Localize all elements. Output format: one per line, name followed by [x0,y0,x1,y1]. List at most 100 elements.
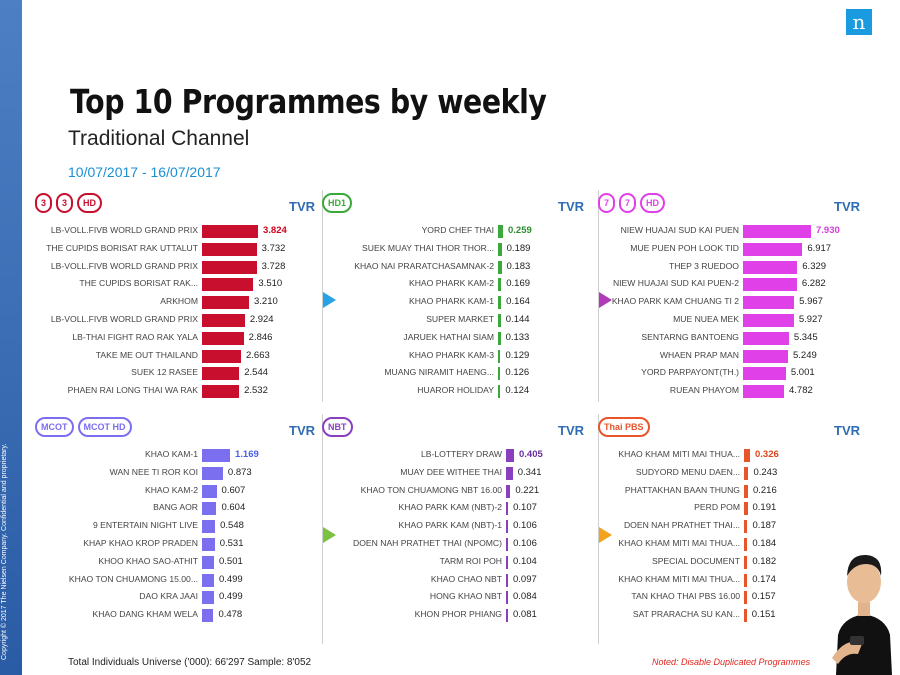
bar-value-label: 0.183 [506,260,531,272]
page-title: Top 10 Programmes by weekly [70,82,547,121]
indicator-arrow [599,292,612,308]
bar [202,591,214,605]
chart-row: PERD POM 0.191 [598,500,878,518]
bar-value-label: 0.174 [752,573,776,585]
chart-row: SUEK MUAY THAI THOR THOR... 0.189 [322,241,602,259]
bar-value-label: 0.243 [753,466,778,478]
programme-name: LB-VOLL.FIVB WORLD GRAND PRIX [50,314,198,324]
chart-row: SUPER MARKET 0.144 [322,312,602,330]
programme-name: LB-THAI FIGHT RAO RAK YALA [72,331,198,342]
programme-name: KHAO PARK KAM (NBT)-2 [398,502,502,513]
chart-row: TAKE ME OUT THAILAND 2.663 [35,348,315,366]
indicator-arrow [323,527,336,543]
tvr-label: TVR [834,199,860,214]
bar [744,538,748,551]
bar [498,296,502,310]
bar [202,349,241,363]
channel-logo-icon: MCOT [35,417,74,437]
channel-logos: 7 7 HD [598,193,669,223]
bar-value-label: 0.124 [505,385,530,397]
bar-value-label: 0.104 [513,555,537,567]
channel-logo-icon: 3 [56,193,74,213]
bar-value-label: 3.732 [261,242,286,254]
programme-name: KHON PHOR PHIANG [414,609,502,620]
bar [498,225,503,238]
bar [202,225,258,238]
channel-logos: Thai PBS [598,417,654,447]
programme-name: MUAY DEE WITHEE THAI [400,466,502,477]
programme-name: WAN NEE TI ROR KOI [109,466,198,477]
chart-row: PHATTAKHAN BAAN THUNG 0.216 [598,483,878,501]
bar-value-label: 0.604 [221,502,246,514]
chart-row: YORD PARPAYONT(TH.) 5.001 [598,365,878,383]
chart-row: SUEK 12 RASEE 2.544 [35,365,315,383]
bar [202,466,223,480]
chart-row: THEP 3 RUEDOO 6.329 [598,259,878,277]
bar-value-label: 2.924 [249,314,274,325]
programme-name: NIEW HUAJAI SUD KAI PUEN-2 [612,278,739,289]
chart-row: HONG KHAO NBT 0.084 [322,589,602,607]
chart-row: THE CUPIDS BORISAT RAK UTTALUT 3.732 [35,241,315,259]
bar-value-label: 0.501 [219,555,243,567]
bar-value-label: 5.927 [798,314,823,325]
programme-name: THEP 3 RUEDOO [668,260,739,271]
chart-row: YORD CHEF THAI 0.259 [322,223,602,241]
chart-row: MUAY DEE WITHEE THAI 0.341 [322,465,602,483]
programme-name: KHAO KAM-1 [144,449,198,459]
channel-logos: 3 3 HD [35,193,106,223]
copyright-text: Copyright © 2017 The Nielsen Company. Co… [1,443,8,660]
chart-row: MUE PUEN POH LOOK TID 6.917 [598,241,878,259]
bar [744,466,749,480]
chart-row: RUEAN PHAYOM 4.782 [598,383,878,401]
bar-value-label: 0.216 [752,484,777,496]
date-range: 10/07/2017 - 16/07/2017 [68,164,221,180]
chart-row: HUAROR HOLIDAY 0.124 [322,383,602,401]
chart-row: KHON PHOR PHIANG 0.081 [322,607,602,625]
channel-logos: NBT [322,417,357,447]
programme-name: TAKE ME OUT THAILAND [95,349,198,360]
bar-value-label: 0.478 [218,609,243,621]
bar-value-label: 0.144 [505,314,530,325]
bar [202,278,254,292]
bar [743,278,797,292]
programme-name: KHAO CHAO NBT [430,573,502,584]
bar [202,484,217,498]
chart-row: WAN NEE TI ROR KOI 0.873 [35,465,315,483]
bar-value-label: 5.249 [793,349,817,361]
bar-value-label: 0.157 [751,591,776,603]
bar [202,502,217,516]
chart-row: WHAEN PRAP MAN 5.249 [598,348,878,366]
programme-name: LB-VOLL.FIVB WORLD GRAND PRIX [50,260,198,271]
bar-value-label: 0.107 [513,502,537,514]
bar-value-label: 0.106 [513,538,537,549]
bar-value-label: 6.329 [802,260,827,272]
bar-value-label: 6.917 [807,242,832,254]
chart-row: KHAO TON CHUAMONG 15.00... 0.499 [35,572,315,590]
chart-row: KHAO NAI PRARATCHASAMNAK-2 0.183 [322,259,602,277]
bar [744,449,750,462]
tvr-label: TVR [558,199,584,214]
bar-value-label: 0.607 [221,484,246,496]
channel-logo-icon: MCOT HD [77,417,132,437]
chart-row: KHAO DANG KHAM WELA 0.478 [35,607,315,625]
programme-name: 9 ENTERTAIN NIGHT LIVE [92,520,198,531]
column-divider [598,414,599,644]
bar [202,555,214,569]
programme-name: KHAO PARK KAM CHUANG TI 2 [611,296,739,307]
programme-name: BANG AOR [153,502,198,513]
bar [743,314,794,327]
bar-value-label: 0.084 [513,591,537,603]
chart-row: LB-THAI FIGHT RAO RAK YALA 2.846 [35,330,315,348]
bar-value-label: 2.544 [244,367,269,379]
chart-row: KHAO KHAM MITI MAI THUA... 0.174 [598,572,878,590]
bar-value-label: 0.133 [505,331,530,343]
programme-name: KHAO PHARK KAM-2 [408,278,494,289]
chart-row: DOEN NAH PRATHET THAI... 0.187 [598,518,878,536]
channel-logo-icon: 7 [598,193,616,213]
channel-panel: 3 3 HD TVR LB-VOLL.FIVB WORLD GRAND PRIX 3.82… [35,193,315,418]
bar [743,385,784,399]
programme-name: PERD POM [694,502,740,513]
chart-row: KHAO KAM-2 0.607 [35,483,315,501]
chart-row: ARKHOM 3.210 [35,294,315,312]
tvr-label: TVR [834,423,860,438]
